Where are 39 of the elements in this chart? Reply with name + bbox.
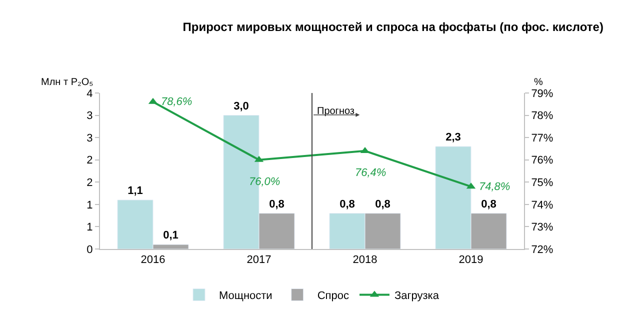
legend-label: Спрос: [317, 290, 350, 302]
y2-tick-label: 73%: [531, 222, 554, 234]
data-label: 0,8: [375, 198, 390, 210]
y2-tick-label: 72%: [531, 244, 554, 256]
y-tick-label: 2: [86, 154, 93, 167]
data-label: 76,0%: [249, 176, 280, 188]
data-label: 2,3: [446, 131, 461, 144]
x-tick-label: 2018: [352, 254, 378, 266]
y-tick-label: 2: [86, 176, 93, 189]
data-label: 0,8: [269, 198, 284, 210]
y-tick-label: 0: [86, 244, 93, 256]
y2-tick-label: 75%: [531, 176, 554, 189]
y-tick-label: 3: [86, 132, 93, 144]
y2-tick-label: 76%: [531, 154, 554, 167]
y2-tick-label: 79%: [531, 88, 554, 100]
data-label: 0,1: [163, 230, 178, 242]
y-tick-label: 1: [86, 222, 93, 234]
y-tick-label: 4: [86, 88, 93, 100]
x-tick-label: 2016: [140, 254, 166, 266]
data-label: 76,4%: [355, 167, 386, 179]
x-tick-label: 2017: [246, 254, 272, 266]
data-label: 0,8: [481, 198, 496, 210]
data-label: 74,8%: [479, 181, 510, 193]
annotation: Прогноз: [317, 106, 355, 117]
data-label: 3,0: [234, 100, 249, 112]
y2-axis-title: %: [534, 77, 543, 88]
x-tick-label: 2019: [458, 254, 484, 266]
y2-tick-label: 77%: [531, 132, 554, 144]
data-label: 78,6%: [161, 96, 192, 108]
y-tick-label: 1: [86, 199, 93, 212]
y-axis-title: Млн т P₂O₅: [41, 77, 94, 88]
data-label: 1,1: [128, 184, 143, 197]
legend-label: Загрузка: [394, 290, 440, 302]
legend-label: Мощности: [219, 290, 272, 302]
y2-tick-label: 78%: [531, 110, 554, 122]
y-tick-label: 3: [86, 110, 93, 122]
y2-tick-label: 74%: [531, 199, 554, 212]
data-label: 0,8: [340, 198, 355, 210]
chart-title: Прирост мировых мощностей и спроса на фосфаты (по фос. кислоте): [182, 20, 604, 34]
